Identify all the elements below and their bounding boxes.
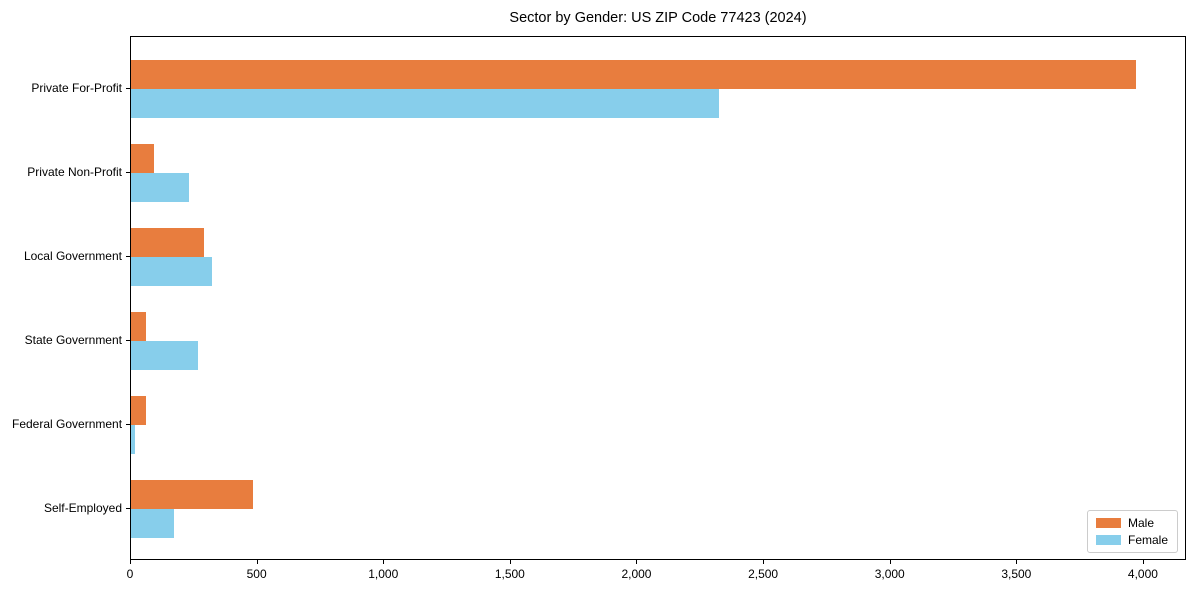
female-swatch-icon	[1095, 535, 1121, 545]
legend-label-female: Female	[1127, 533, 1168, 547]
bar-male-state-government	[131, 312, 147, 341]
plot-area: Male Female	[130, 36, 1186, 560]
x-tick-mark	[256, 560, 258, 564]
x-tick-label-2-000: 2,000	[621, 567, 652, 581]
x-tick-label-3-000: 3,000	[874, 567, 905, 581]
x-tick-label-1-500: 1,500	[494, 567, 525, 581]
x-tick-label-4-000: 4,000	[1127, 567, 1158, 581]
bar-female-state-government	[131, 341, 199, 370]
chart-title: Sector by Gender: US ZIP Code 77423 (202…	[509, 10, 807, 26]
x-tick-label-1-000: 1,000	[368, 567, 399, 581]
bar-female-self-employed	[131, 509, 175, 538]
x-tick-mark	[889, 560, 891, 564]
y-tick-mark	[126, 256, 130, 257]
y-tick-mark	[126, 340, 130, 341]
y-tick-mark	[126, 424, 130, 425]
male-swatch-icon	[1095, 518, 1121, 528]
x-tick-label-0: 0	[126, 567, 134, 581]
bar-female-federal-government	[131, 425, 135, 454]
y-tick-mark	[126, 88, 130, 89]
y-tick-label-local-government: Local Government	[23, 249, 122, 263]
legend: Male Female	[1086, 510, 1178, 553]
bar-male-private-non-profit	[131, 144, 154, 173]
bar-male-self-employed	[131, 480, 253, 509]
bar-female-local-government	[131, 257, 213, 286]
bar-male-local-government	[131, 228, 205, 257]
x-tick-mark	[763, 560, 765, 564]
x-tick-mark	[1142, 560, 1144, 564]
x-tick-mark	[130, 560, 131, 564]
y-tick-label-state-government: State Government	[24, 333, 122, 347]
y-tick-label-self-employed: Self-Employed	[43, 501, 122, 515]
bar-female-private-for-profit	[131, 89, 719, 118]
bar-female-private-non-profit	[131, 173, 190, 202]
y-tick-label-private-non-profit: Private Non-Profit	[27, 165, 122, 179]
x-tick-label-2-500: 2,500	[748, 567, 779, 581]
legend-entry-female: Female	[1095, 533, 1168, 547]
x-tick-label-3-500: 3,500	[1001, 567, 1032, 581]
legend-label-male: Male	[1127, 516, 1154, 530]
y-tick-mark	[126, 172, 130, 173]
x-tick-label-500: 500	[246, 567, 267, 581]
y-tick-label-private-for-profit: Private For-Profit	[31, 81, 122, 95]
legend-entry-male: Male	[1095, 516, 1168, 530]
x-tick-mark	[636, 560, 638, 564]
y-tick-label-federal-government: Federal Government	[12, 417, 123, 431]
x-tick-mark	[509, 560, 511, 564]
bar-male-federal-government	[131, 396, 147, 425]
x-tick-mark	[383, 560, 385, 564]
x-tick-mark	[1016, 560, 1018, 564]
y-tick-mark	[126, 508, 130, 509]
bar-male-private-for-profit	[131, 60, 1137, 89]
